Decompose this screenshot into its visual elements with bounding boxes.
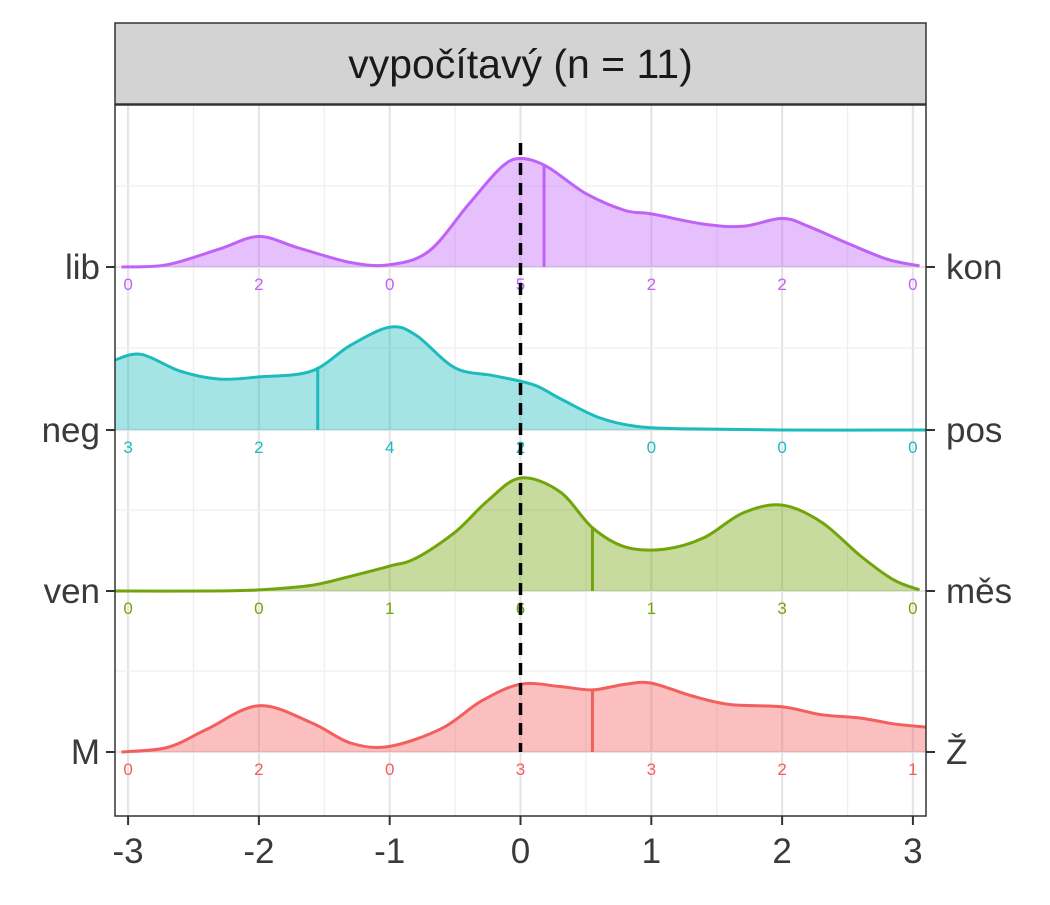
y-label-right: kon [946,248,1002,287]
density-area [115,477,920,592]
count-label: 0 [123,760,132,779]
ridge-ven-měs: 0016130 [114,476,921,618]
count-label: 0 [777,438,786,457]
count-label: 1 [908,760,917,779]
x-tick-label: 2 [772,832,791,871]
x-tick-label: 0 [511,832,530,871]
count-label: 2 [777,760,786,779]
count-label: 3 [777,599,786,618]
count-label: 0 [254,599,263,618]
y-label-right: pos [946,411,1002,450]
y-label-left: lib [65,248,100,287]
facet-title: vypočítavý (n = 11) [348,41,692,87]
count-label: 0 [908,438,917,457]
y-axis-left: lib neg ven M [42,248,115,772]
count-label: 0 [908,275,917,294]
x-tick-label: -3 [113,832,144,871]
count-label: 3 [123,438,132,457]
facet-strip: vypočítavý (n = 11) [114,22,927,105]
count-label: 2 [254,438,263,457]
y-label-right: Ž [946,733,967,772]
y-label-right: měs [946,572,1012,611]
ridge-M-Ž: 0 2 0 3 3 2 1 [121,680,927,779]
count-label: 3 [647,760,656,779]
density-line [121,680,927,754]
y-label-left: M [71,733,100,772]
count-label: 2 [254,760,263,779]
count-label: 0 [123,275,132,294]
count-label: 0 [385,760,394,779]
x-tick-label: 1 [642,832,661,871]
facet-strip-background [114,22,927,105]
count-label: 0 [908,599,917,618]
count-label: 0 [123,599,132,618]
x-axis: -3 -2 -1 0 1 2 3 [113,816,923,871]
density-line [114,325,927,432]
count-label: 0 [647,438,656,457]
x-tick-label: -1 [374,832,405,871]
count-label: 1 [647,599,656,618]
y-label-left: neg [42,411,100,450]
count-label: 1 [385,599,394,618]
density-line [114,476,921,593]
count-label: 0 [385,275,394,294]
count-label: 4 [385,438,394,457]
count-label: 2 [647,275,656,294]
x-tick-label: -2 [243,832,274,871]
count-label: 2 [777,275,786,294]
x-tick-label: 3 [903,832,922,871]
density-line [121,156,920,269]
count-label: 2 [254,275,263,294]
y-axis-right: kon pos měs Ž [926,248,1012,772]
density-area [121,682,926,752]
y-label-left: ven [44,572,100,611]
count-label: 3 [516,760,525,779]
